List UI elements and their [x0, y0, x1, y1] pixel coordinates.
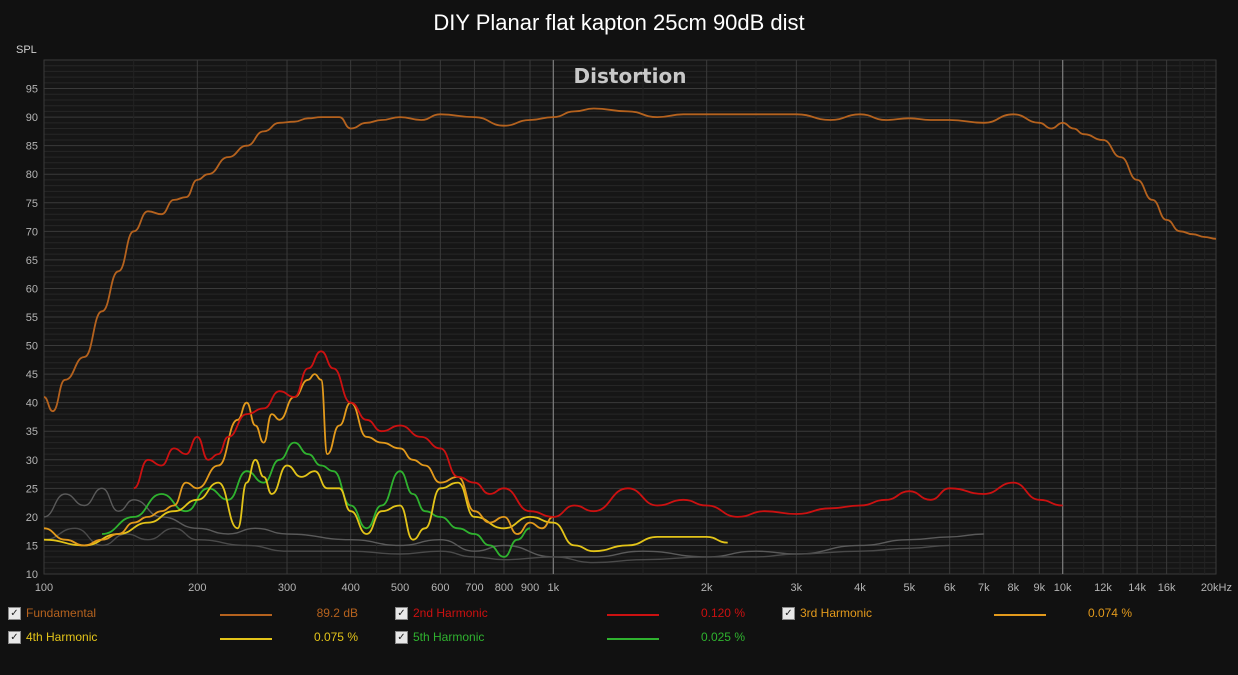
legend-item: ✓ 3rd Harmonic 0.074 %	[782, 604, 1162, 624]
legend-item: ✓ 2nd Harmonic 0.120 %	[395, 604, 775, 624]
y-tick-label: 35	[26, 426, 38, 438]
x-tick-label: 3k	[791, 582, 803, 594]
legend-value: 0.075 %	[313, 630, 358, 644]
chart-title: DIY Planar flat kapton 25cm 90dB dist	[433, 10, 804, 35]
series-group	[43, 107, 1217, 564]
legend-value: 89.2 dB	[316, 606, 358, 620]
legend-item: ✓ 5th Harmonic 0.025 %	[395, 628, 775, 648]
legend-checkbox[interactable]: ✓	[8, 607, 21, 620]
series-line-fundamental	[43, 107, 1217, 413]
legend-name: 3rd Harmonic	[800, 606, 873, 620]
x-tick-label: 500	[391, 582, 409, 594]
x-tick-label: 7k	[978, 582, 990, 594]
distortion-chart: DIY Planar flat kapton 25cm 90dB dist SP…	[16, 10, 1232, 594]
x-tick-label: 600	[431, 582, 449, 594]
y-tick-label: 65	[26, 255, 38, 267]
y-tick-label: 20	[26, 512, 38, 524]
series-line-noise-6	[43, 527, 950, 564]
y-tick-label: 40	[26, 398, 38, 410]
legend-swatch	[220, 638, 272, 640]
x-tick-label: 400	[341, 582, 359, 594]
x-tick-label: 100	[35, 582, 53, 594]
tick-labels: 10 15 20 25 30 35 40 45 50 55 60 65 70 75 80 85 90 95 100 2…	[26, 84, 1232, 594]
legend: ✓ Fundamental 89.2 dB ✓ 2nd Harmonic 0.120 % ✓…	[0, 600, 1238, 660]
x-tick-label: 700	[465, 582, 483, 594]
legend-name: Fundamental	[26, 606, 97, 620]
legend-name: 2nd Harmonic	[413, 606, 488, 620]
y-tick-label: 10	[26, 569, 38, 581]
legend-name: 5th Harmonic	[413, 630, 485, 644]
series-line-3rd-harmonic	[43, 373, 554, 547]
legend-swatch	[220, 614, 272, 616]
y-tick-label: 15	[26, 540, 38, 552]
y-tick-label: 90	[26, 112, 38, 124]
legend-name: 4th Harmonic	[26, 630, 98, 644]
x-tick-label: 4k	[854, 582, 866, 594]
y-tick-label: 50	[26, 341, 38, 353]
y-axis-label: SPL	[16, 44, 37, 56]
x-tick-label: 200	[188, 582, 206, 594]
y-tick-label: 70	[26, 226, 38, 238]
legend-swatch	[607, 638, 659, 640]
legend-item: ✓ Fundamental 89.2 dB	[8, 604, 388, 624]
y-tick-label: 80	[26, 169, 38, 181]
y-tick-label: 30	[26, 455, 38, 467]
x-tick-label: 12k	[1094, 582, 1112, 594]
x-tick-label: 300	[278, 582, 296, 594]
x-tick-label: 8k	[1008, 582, 1020, 594]
x-tick-label: 5k	[904, 582, 916, 594]
grid	[43, 60, 1217, 575]
x-tick-label: 2k	[701, 582, 713, 594]
x-tick-label: 800	[495, 582, 513, 594]
legend-checkbox[interactable]: ✓	[782, 607, 795, 620]
x-tick-label: 900	[521, 582, 539, 594]
legend-value: 0.120 %	[700, 606, 745, 620]
x-tick-label: 10k	[1054, 582, 1072, 594]
series-line-2nd-harmonic	[133, 350, 1063, 518]
y-tick-label: 95	[26, 84, 38, 96]
legend-checkbox[interactable]: ✓	[395, 607, 408, 620]
legend-item: ✓ 4th Harmonic 0.075 %	[8, 628, 388, 648]
legend-swatch	[994, 614, 1046, 616]
legend-swatch	[607, 614, 659, 616]
x-tick-label: 6k	[944, 582, 956, 594]
x-tick-label: 16k	[1158, 582, 1176, 594]
y-tick-label: 85	[26, 141, 38, 153]
legend-checkbox[interactable]: ✓	[8, 631, 21, 644]
y-tick-label: 45	[26, 369, 38, 381]
x-tick-label: 20kHz	[1201, 582, 1232, 594]
x-tick-label: 9k	[1034, 582, 1046, 594]
series-line-4th-harmonic	[43, 458, 728, 553]
x-tick-label: 14k	[1128, 582, 1146, 594]
y-tick-label: 25	[26, 483, 38, 495]
y-tick-label: 60	[26, 283, 38, 295]
y-tick-label: 75	[26, 198, 38, 210]
y-tick-label: 55	[26, 312, 38, 324]
legend-checkbox[interactable]: ✓	[395, 631, 408, 644]
x-tick-label: 1k	[548, 582, 560, 594]
plot-inner-title: Distortion	[574, 64, 687, 88]
legend-value: 0.025 %	[700, 630, 745, 644]
legend-value: 0.074 %	[1087, 606, 1132, 620]
